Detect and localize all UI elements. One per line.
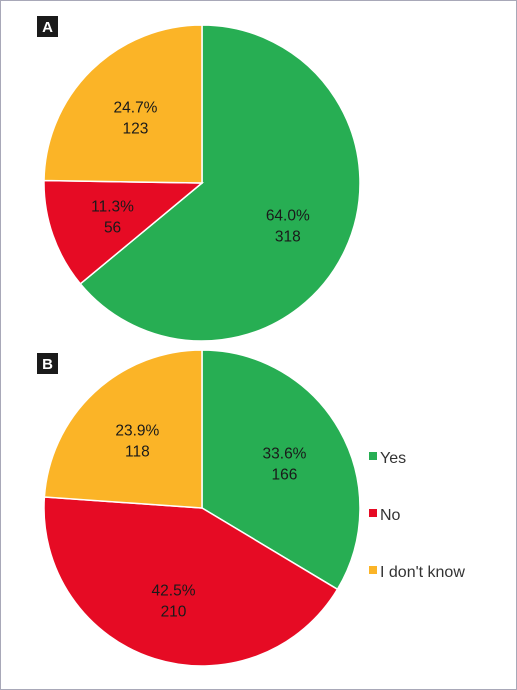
pie-slice-i-don-t-know (43, 24, 203, 184)
slice-percent-label-i-don-t-know: 23.9% (115, 423, 159, 440)
slice-count-label-no: 210 (161, 603, 187, 620)
pie-chart-b: B 33.6% 166 42.5% 210 23.9% 118 (37, 349, 361, 667)
legend-swatch-i-don-t-know (369, 566, 377, 574)
pie-slice-no (43, 496, 339, 667)
panel-label-b: B (37, 353, 58, 374)
pie-slice-yes (79, 24, 361, 342)
legend-swatch-no (369, 509, 377, 517)
panel-label-box (37, 353, 58, 374)
slice-percent-label-i-don-t-know: 24.7% (114, 99, 158, 116)
slice-count-label-no: 56 (104, 219, 121, 236)
slice-percent-label-yes: 33.6% (263, 445, 307, 462)
slice-percent-label-yes: 64.0% (266, 207, 310, 224)
pie-slice-yes (201, 349, 361, 591)
legend-label-no: No (380, 507, 401, 524)
legend-label-yes: Yes (380, 450, 406, 467)
slice-count-label-yes: 166 (272, 466, 298, 483)
panel-label-text: B (42, 356, 53, 373)
slice-count-label-yes: 318 (275, 228, 301, 245)
slice-count-label-i-don-t-know: 123 (123, 120, 149, 137)
slice-percent-label-no: 42.5% (152, 582, 196, 599)
pie-chart-a: A 64.0% 318 11.3% 56 24.7% 123 (37, 16, 361, 342)
slice-count-label-i-don-t-know: 118 (125, 444, 150, 461)
panel-label-box (37, 16, 58, 37)
legend-swatch-yes (369, 452, 377, 460)
panel-label-text: A (42, 19, 53, 36)
slice-percent-label-no: 11.3% (91, 198, 134, 215)
panel-label-a: A (37, 16, 58, 37)
pie-slice-no (43, 179, 205, 285)
legend: Yes No I don't know (369, 450, 465, 581)
pie-slice-i-don-t-know (43, 349, 203, 509)
legend-label-i-don-t-know: I don't know (380, 564, 465, 581)
